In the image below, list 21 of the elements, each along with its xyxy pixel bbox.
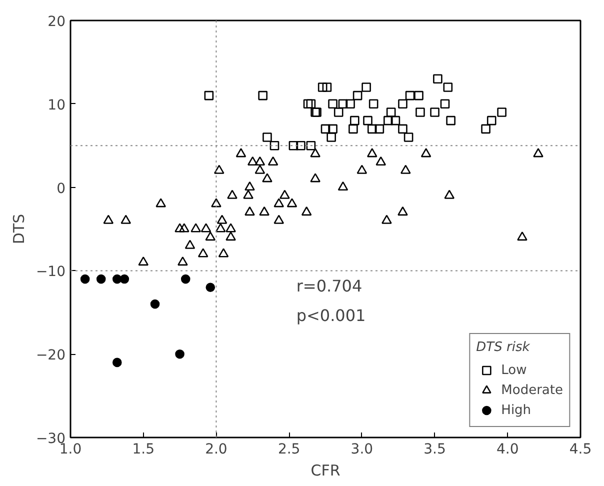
annotation: p<0.001 xyxy=(296,306,366,325)
y-tick-label: 0 xyxy=(56,180,66,197)
x-tick-label: 1.0 xyxy=(59,442,82,458)
y-tick-label: −10 xyxy=(36,264,66,280)
y-tick-label: 20 xyxy=(48,14,66,30)
x-tick-label: 1.5 xyxy=(132,442,154,458)
legend-title: DTS risk xyxy=(476,340,531,355)
y-tick-label: −20 xyxy=(36,348,66,364)
annotation: r=0.704 xyxy=(296,276,362,296)
x-tick-label: 2.0 xyxy=(205,442,228,458)
legend-label: High xyxy=(501,402,532,418)
y-axis-title: DTS xyxy=(10,214,28,244)
x-tick-label: 3.0 xyxy=(350,442,374,458)
x-tick-label: 4.0 xyxy=(496,442,519,458)
x-axis-title: CFR xyxy=(310,462,340,480)
x-tick-label: 3.5 xyxy=(424,442,446,458)
y-tick-label: 10 xyxy=(48,97,66,114)
legend-label: Low xyxy=(501,362,527,378)
legend-label: Moderate xyxy=(501,382,563,398)
x-tick-label: 2.5 xyxy=(278,442,300,458)
x-tick-label: 4.5 xyxy=(569,442,592,458)
